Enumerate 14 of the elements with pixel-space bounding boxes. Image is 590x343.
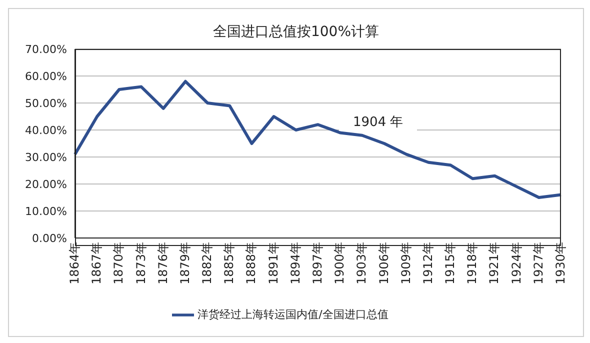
y-tick-label: 10.00% [25,204,67,218]
y-tick-label: 20.00% [25,178,67,191]
y-tick-label: 60.00% [25,70,67,83]
y-tick-label: 50.00% [25,96,67,110]
y-tick-label: 70.00% [25,42,67,56]
legend-label: 洋货经过上海转运国内值/全国进口总值 [198,308,388,322]
line-series [74,80,562,199]
annotation: 1904 年 [339,113,418,131]
y-tick-label: 40.00% [25,124,67,137]
chart-title: 全国进口总值按100%计算 [212,23,380,41]
y-tick-label: 30.00% [25,150,67,164]
y-tick-label: 0.00% [32,232,67,245]
x-tick-label: 1864年 [68,242,82,285]
x-tick-label: 1930年 [554,242,568,285]
